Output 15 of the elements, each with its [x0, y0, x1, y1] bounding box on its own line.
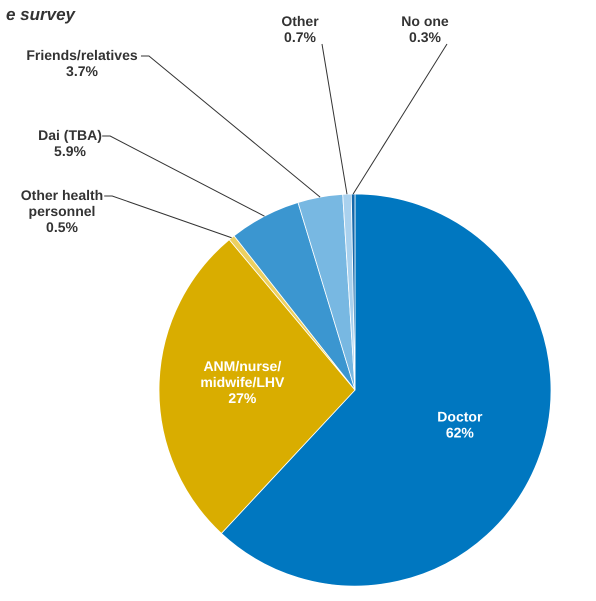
slice-label: Other health personnel: [20, 187, 104, 219]
data-label: 0.7%: [284, 29, 316, 45]
slice-label: Other: [281, 13, 320, 29]
data-label: 0.3%: [409, 29, 442, 45]
data-label: 3.7%: [66, 63, 98, 79]
slice-label: ANM/nurse/midwife/LHV: [200, 358, 285, 390]
slice-label: Dai (TBA): [38, 127, 102, 143]
data-label: 27%: [228, 390, 257, 406]
data-label: 5.9%: [54, 143, 86, 159]
slice-label: Doctor: [437, 408, 483, 424]
slice-label: Friends/relatives: [26, 47, 138, 63]
slice-label: No one: [401, 13, 449, 29]
data-label: 0.5%: [46, 219, 78, 235]
chart-title: e survey: [6, 5, 77, 24]
data-label: 62%: [446, 424, 474, 440]
